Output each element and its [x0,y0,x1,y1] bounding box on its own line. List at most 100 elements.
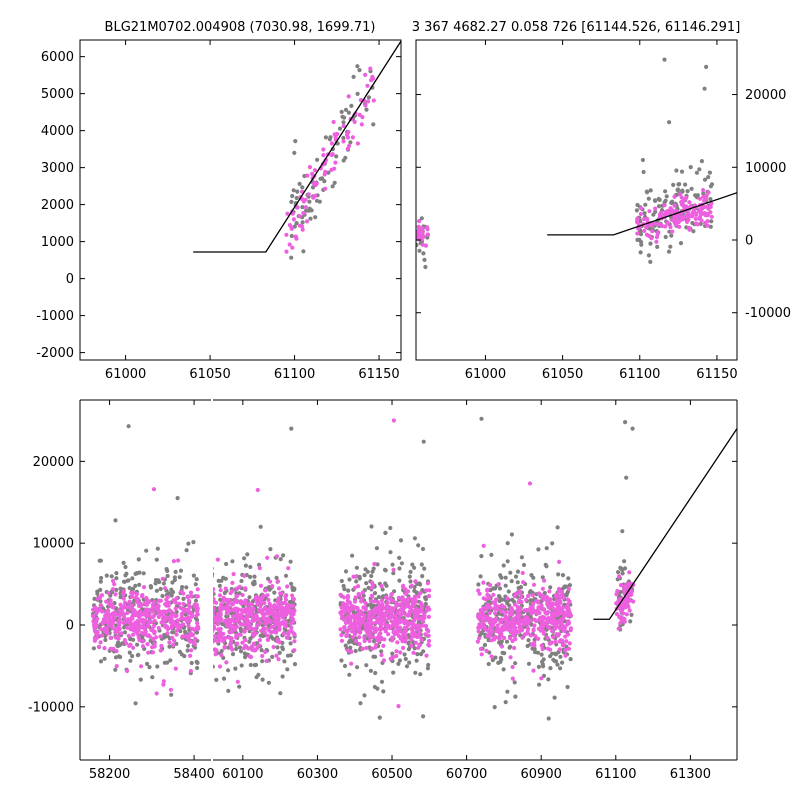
data-point-gray [639,239,644,245]
data-point-magenta [546,598,551,603]
data-point-gray [704,64,709,69]
data-point-magenta [111,646,116,652]
data-point-magenta [164,624,169,629]
data-point-gray [412,565,417,570]
data-point-gray [374,546,379,551]
data-point-magenta [276,602,281,607]
data-point-gray [515,569,521,574]
data-point-gray [397,555,402,561]
data-point-gray [391,670,396,675]
panel-title: BLG21M0702.004908 (7030.98, 1699.71) [105,20,376,35]
data-point-magenta [485,633,490,638]
data-point-magenta [539,643,544,648]
data-point-magenta [188,594,194,599]
x-tick-label: 61100 [274,367,315,382]
data-point-magenta [395,640,400,645]
data-point-magenta [280,609,285,614]
data-point-magenta [256,608,262,613]
data-point-magenta [192,642,198,647]
data-point-gray [252,581,257,586]
data-point-magenta [314,181,319,186]
data-point-gray [505,541,510,546]
data-point-gray [503,583,508,588]
data-point-magenta [168,613,174,618]
data-point-magenta [275,611,280,616]
data-point-magenta [533,634,538,639]
data-point-gray [674,168,679,173]
data-point-magenta [343,620,349,626]
data-point-magenta [94,623,99,629]
data-point-magenta [273,618,278,623]
data-point-magenta [256,643,262,648]
data-point-magenta [423,243,428,248]
data-point-gray [195,665,200,671]
data-point-magenta [402,619,407,624]
data-point-gray [185,648,190,653]
data-point-magenta [137,603,142,609]
data-point-gray [113,667,118,672]
data-point-gray [248,662,253,668]
data-point-gray [518,585,524,590]
data-point-magenta [224,608,230,613]
data-point-gray [513,661,518,666]
data-point-magenta [209,615,213,619]
data-point-magenta [510,676,515,681]
data-point-gray [145,661,150,667]
data-point-gray [116,640,121,645]
data-point-magenta [182,617,187,622]
data-point-gray [618,589,623,595]
data-point-gray [648,241,653,246]
data-point-gray [314,198,320,203]
data-point-gray [294,221,299,226]
data-point-magenta [207,594,211,598]
data-point-magenta [670,229,675,234]
data-point-magenta [395,620,400,626]
data-point-gray [178,568,184,573]
data-point-magenta [160,613,165,618]
data-point-gray [553,652,559,657]
data-point-gray [515,580,520,585]
data-point-magenta [233,627,238,632]
data-point-magenta [627,570,632,575]
data-point-magenta [490,637,495,642]
data-point-magenta [363,103,368,108]
panel-top-right: 3 367 4682.27 0.058 726 [61144.526, 6114… [412,20,791,382]
data-point-magenta [125,610,130,616]
data-point-gray [155,546,160,551]
data-point-gray [413,670,418,675]
data-point-gray [708,224,713,229]
data-point-gray [144,548,149,553]
data-point-magenta [174,632,179,637]
data-point-magenta [218,606,223,611]
model-curve [593,428,737,620]
data-point-magenta [132,608,137,613]
data-point-gray [558,654,563,659]
data-point-gray [233,666,238,671]
data-point-gray [102,656,107,661]
data-point-magenta [247,611,252,616]
data-point-magenta [420,623,425,628]
data-point-magenta [356,584,361,589]
data-point-gray [124,571,129,576]
data-point-magenta [493,611,498,616]
data-point-magenta [106,617,111,622]
data-point-magenta [213,617,214,621]
data-point-magenta [669,209,674,214]
data-point-magenta [338,592,343,597]
data-point-magenta [338,627,343,632]
data-point-magenta [357,642,362,647]
data-point-magenta [109,602,114,607]
data-point-gray [709,219,714,224]
data-point-magenta [270,584,275,589]
data-point-gray [98,659,104,664]
data-point-magenta [216,617,221,622]
data-point-gray [91,646,96,651]
data-point-gray [268,547,273,552]
data-point-magenta [292,639,297,644]
data-point-magenta [514,629,519,634]
data-point-magenta [224,660,229,665]
x-tick-label: 61100 [595,767,636,782]
data-point-gray [204,610,208,614]
data-point-magenta [555,607,561,612]
data-point-magenta [283,593,288,599]
